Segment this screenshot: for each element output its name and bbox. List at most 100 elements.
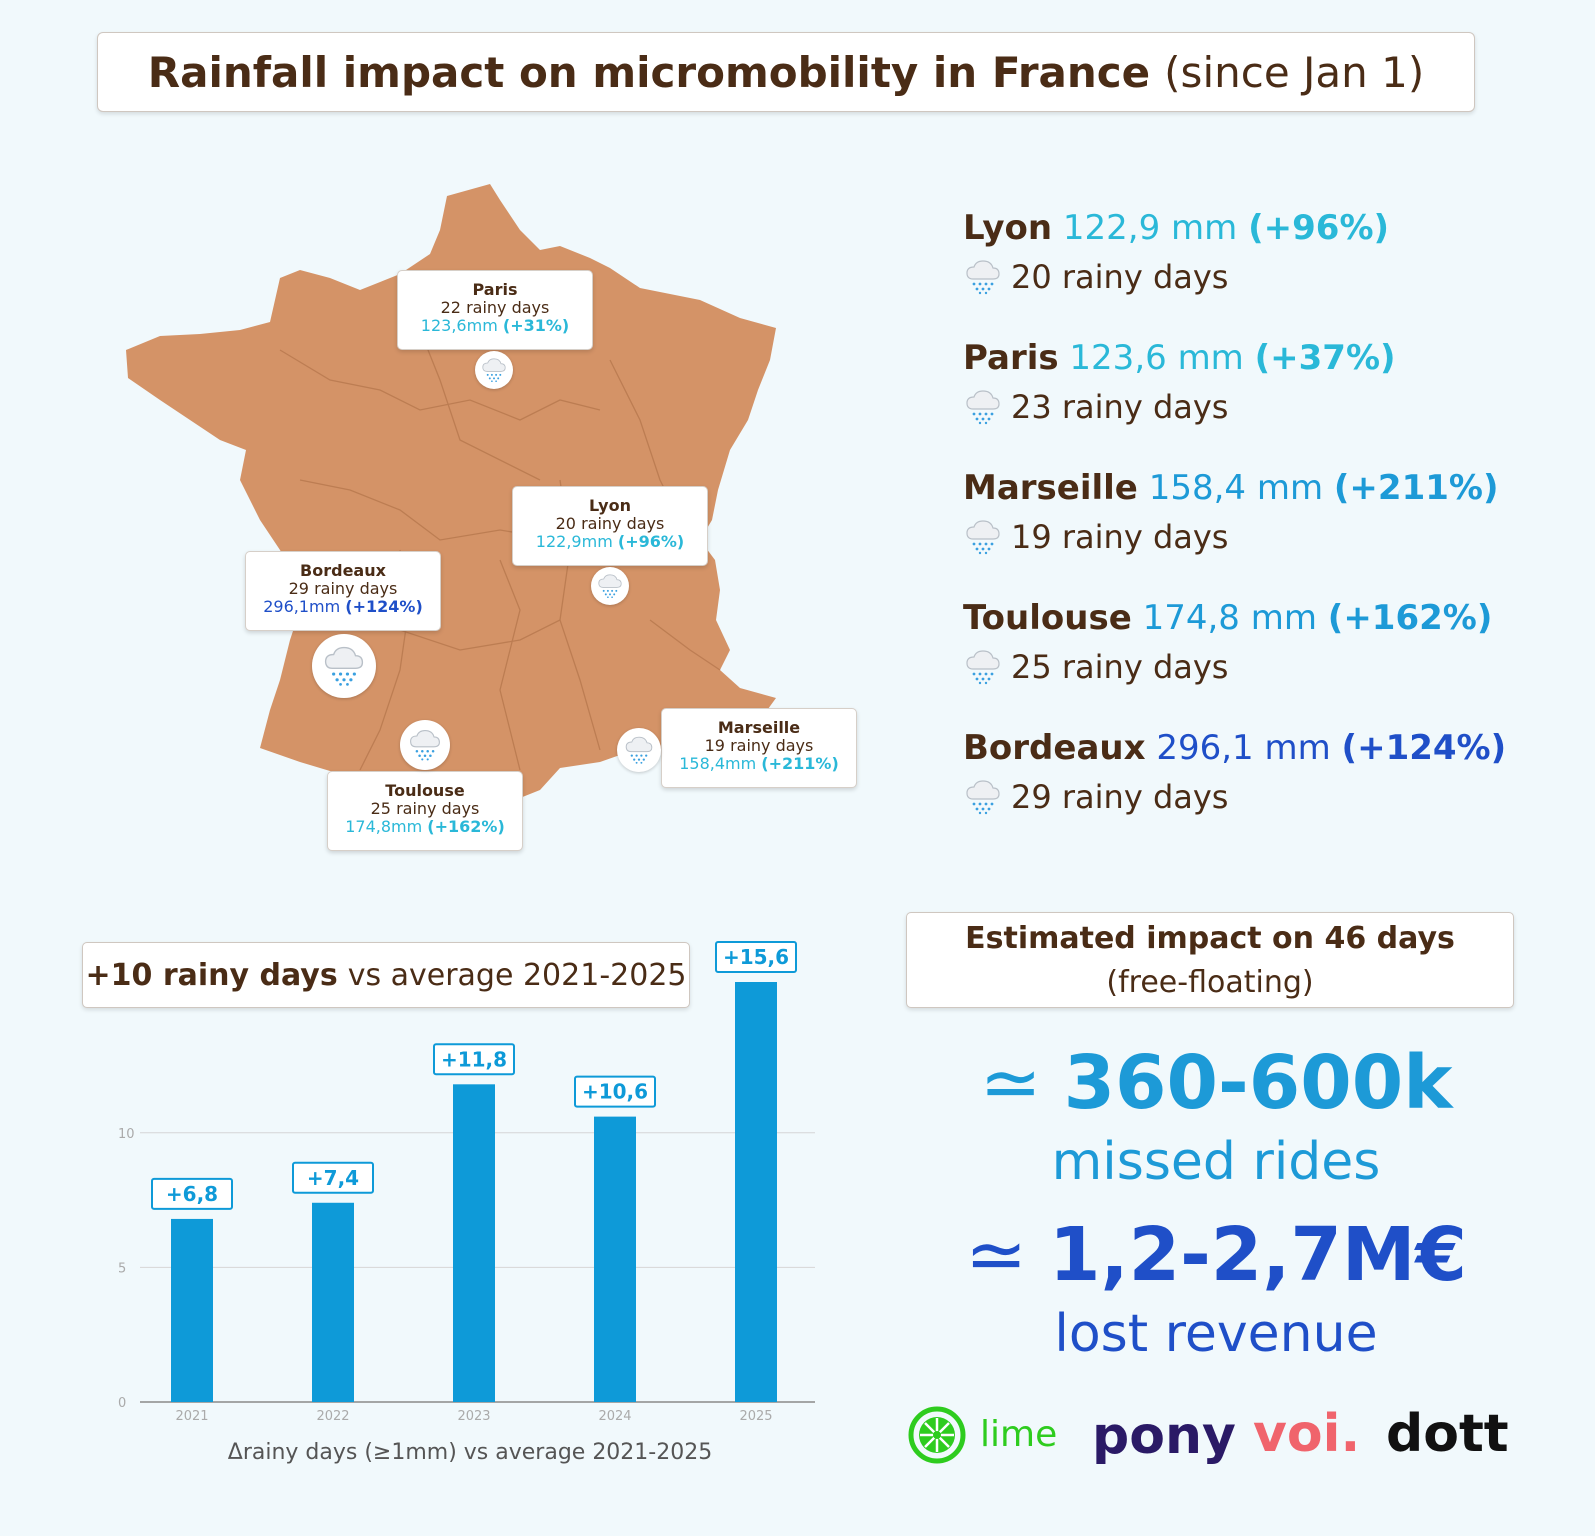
data-label-box	[574, 1075, 656, 1108]
data-label-box	[433, 1043, 515, 1076]
subtitle-bold: +10 rainy days	[85, 957, 338, 993]
main-title: Rainfall impact on micromobility in Fran…	[97, 32, 1475, 112]
callout-mm: 123,6mm (+31%)	[420, 316, 570, 335]
city-days: 23 rainy days	[1011, 388, 1229, 426]
callout-bordeaux: Bordeaux 29 rainy days 296,1mm (+124%)	[245, 551, 441, 631]
city-days: 20 rainy days	[1011, 258, 1229, 296]
callout-paris: Paris 22 rainy days 123,6mm (+31%)	[397, 270, 593, 350]
city-mm: 123,6 mm	[1069, 338, 1244, 378]
callout-city: Toulouse	[385, 781, 465, 800]
subtitle-light: vs average 2021-2025	[347, 957, 687, 993]
rain-cloud-icon	[591, 567, 629, 605]
rain-cloud-icon	[963, 779, 1003, 815]
callout-city: Paris	[472, 280, 518, 299]
missed-rides-label: missed rides	[1051, 1132, 1381, 1192]
impact-heading-line1: Estimated impact on 46 days	[965, 921, 1455, 956]
rainy-days-bar-chart: 0 5 10 2021 +6,8 2022 +7,4 2023 +11,8 2024 +10,6 20…	[118, 941, 815, 1424]
brand-logos: lime pony voi. dott	[908, 1404, 1509, 1474]
city-days: 19 rainy days	[1011, 518, 1229, 556]
impact-heading-line2: (free-floating)	[1106, 965, 1314, 1000]
lost-revenue-label: lost revenue	[1054, 1304, 1378, 1364]
city-days: 25 rainy days	[1011, 648, 1229, 686]
brand-dott: dott	[1386, 1404, 1509, 1464]
city-stat-lyon: Lyon 122,9 mm (+96%) 20 rainy days	[963, 204, 1506, 334]
bar	[594, 1116, 636, 1402]
y-tick-label: 0	[118, 1396, 126, 1411]
data-label: +6,8	[166, 1182, 218, 1206]
title-light: (since Jan 1)	[1164, 47, 1425, 97]
callout-city: Lyon	[589, 496, 631, 515]
callout-days: 25 rainy days	[370, 799, 480, 818]
city-stat-toulouse: Toulouse 174,8 mm (+162%) 25 rainy days	[963, 594, 1506, 724]
city-name: Bordeaux	[963, 728, 1146, 768]
city-pct: (+124%)	[1341, 728, 1507, 768]
city-pct: (+162%)	[1327, 598, 1493, 638]
data-label-box	[715, 941, 797, 973]
x-tick-label: 2023	[457, 1409, 490, 1424]
callout-days: 20 rainy days	[555, 514, 665, 533]
data-label-box	[151, 1177, 233, 1210]
y-tick-label: 10	[118, 1127, 135, 1142]
brand-voi: voi.	[1253, 1404, 1361, 1464]
city-days: 29 rainy days	[1011, 778, 1229, 816]
x-tick-label: 2024	[598, 1409, 631, 1424]
callout-city: Marseille	[717, 718, 801, 737]
callout-mm: 122,9mm (+96%)	[535, 532, 685, 551]
brand-pony: pony	[1092, 1406, 1236, 1466]
city-mm: 158,4 mm	[1148, 468, 1324, 508]
city-name: Marseille	[963, 468, 1138, 508]
data-label: +10,6	[582, 1080, 648, 1104]
y-tick-label: 5	[118, 1261, 126, 1276]
rain-cloud-icon	[963, 519, 1003, 555]
city-name: Paris	[963, 338, 1059, 378]
data-label: +15,6	[723, 945, 789, 969]
callout-marseille: Marseille 19 rainy days 158,4mm (+211%)	[661, 708, 857, 788]
brand-lime: lime	[980, 1414, 1058, 1455]
rain-cloud-icon	[475, 351, 513, 389]
lime-logo-icon	[908, 1406, 966, 1464]
data-label: +11,8	[441, 1047, 507, 1071]
city-stat-bordeaux: Bordeaux 296,1 mm (+124%) 29 rainy days	[963, 724, 1506, 854]
city-stat-paris: Paris 123,6 mm (+37%) 23 rainy days	[963, 334, 1506, 464]
city-mm: 122,9 mm	[1062, 208, 1238, 248]
callout-city: Bordeaux	[300, 561, 386, 580]
rain-cloud-icon	[963, 649, 1003, 685]
x-tick-label: 2022	[316, 1409, 349, 1424]
france-shape	[126, 184, 776, 798]
callout-days: 19 rainy days	[704, 736, 814, 755]
lost-revenue-value: ≃ 1,2-2,7M€	[964, 1212, 1468, 1298]
callout-lyon: Lyon 20 rainy days 122,9mm (+96%)	[512, 486, 708, 566]
impact-heading: Estimated impact on 46 days (free-floati…	[906, 912, 1514, 1008]
city-pct: (+96%)	[1248, 208, 1390, 248]
city-pct: (+37%)	[1254, 338, 1396, 378]
city-stats-list: Lyon 122,9 mm (+96%) 20 rainy days Paris…	[963, 204, 1506, 854]
city-stat-marseille: Marseille 158,4 mm (+211%) 19 rainy days	[963, 464, 1506, 594]
rain-cloud-icon	[312, 634, 376, 698]
city-name: Toulouse	[963, 598, 1132, 638]
rain-cloud-icon	[963, 259, 1003, 295]
city-pct: (+211%)	[1333, 468, 1499, 508]
callout-days: 22 rainy days	[440, 298, 550, 317]
chart-xlabel: Δrainy days (≥1mm) vs average 2021-2025	[227, 1440, 713, 1465]
x-tick-label: 2021	[175, 1409, 208, 1424]
data-label: +7,4	[307, 1166, 359, 1190]
rain-cloud-icon	[617, 728, 661, 772]
bar	[735, 982, 777, 1402]
x-tick-label: 2025	[739, 1409, 772, 1424]
callout-toulouse: Toulouse 25 rainy days 174,8mm (+162%)	[327, 771, 523, 851]
callout-mm: 174,8mm (+162%)	[345, 817, 505, 836]
callout-mm: 158,4mm (+211%)	[679, 754, 839, 773]
bar	[453, 1084, 495, 1402]
rain-cloud-icon	[400, 720, 450, 770]
rain-cloud-icon	[963, 389, 1003, 425]
bar	[171, 1218, 213, 1402]
city-name: Lyon	[963, 208, 1053, 248]
title-bold: Rainfall impact on micromobility in Fran…	[147, 47, 1151, 97]
city-mm: 174,8 mm	[1142, 598, 1317, 638]
city-mm: 296,1 mm	[1156, 728, 1331, 768]
bar	[312, 1202, 354, 1402]
missed-rides-value: ≃ 360-600k	[979, 1040, 1453, 1126]
data-label-box	[292, 1161, 374, 1194]
chart-subtitle: +10 rainy days vs average 2021-2025	[82, 942, 690, 1008]
callout-days: 29 rainy days	[288, 579, 398, 598]
